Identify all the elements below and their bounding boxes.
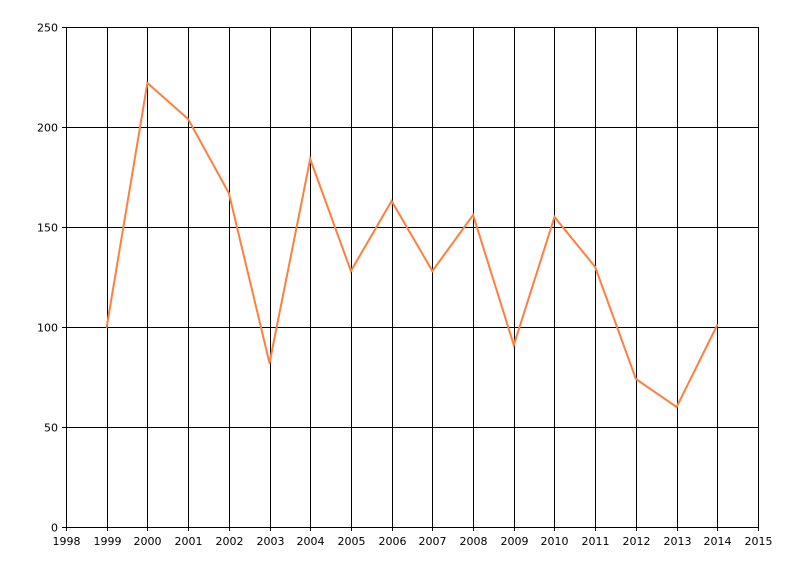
x-tick-label: 2013: [664, 535, 692, 548]
x-tick-label: 2006: [379, 535, 407, 548]
data-point: [349, 270, 352, 272]
y-tick-label: 50: [44, 422, 58, 435]
data-point: [187, 118, 190, 120]
x-tick-label: 2000: [134, 535, 162, 548]
x-tick-label: 2015: [745, 535, 773, 548]
x-tick-label: 1999: [94, 535, 122, 548]
y-tick-label: 0: [51, 522, 58, 535]
data-point: [309, 158, 312, 160]
y-tick-label: 150: [37, 222, 58, 235]
x-tick-label: 2001: [175, 535, 203, 548]
data-point: [390, 200, 393, 202]
x-tick-label: 2003: [257, 535, 285, 548]
data-point: [553, 216, 556, 218]
x-tick-label: 2005: [338, 535, 366, 548]
data-point: [105, 326, 108, 328]
x-tick-label: 1998: [53, 535, 81, 548]
x-tick-label: 2014: [704, 535, 732, 548]
x-tick-label: 2012: [623, 535, 651, 548]
data-point: [675, 406, 678, 408]
y-tick-label: 250: [37, 22, 58, 35]
y-tick-label: 100: [37, 322, 58, 335]
y-tick-label: 200: [37, 122, 58, 135]
series-line: [105, 81, 719, 409]
data-point: [472, 214, 475, 216]
x-tick-label: 2011: [582, 535, 610, 548]
data-point: [268, 362, 271, 364]
data-point: [594, 266, 597, 268]
x-tick-label: 2004: [297, 535, 325, 548]
x-tick-label: 2010: [541, 535, 569, 548]
data-point: [716, 324, 719, 326]
x-tick-label: 2007: [419, 535, 447, 548]
data-point: [634, 378, 637, 380]
data-point: [431, 270, 434, 272]
data-point: [227, 192, 230, 194]
data-point: [146, 82, 149, 84]
data-point: [512, 344, 515, 346]
x-tick-label: 2002: [216, 535, 244, 548]
x-tick-label: 2008: [460, 535, 488, 548]
x-tick-label: 2009: [501, 535, 529, 548]
